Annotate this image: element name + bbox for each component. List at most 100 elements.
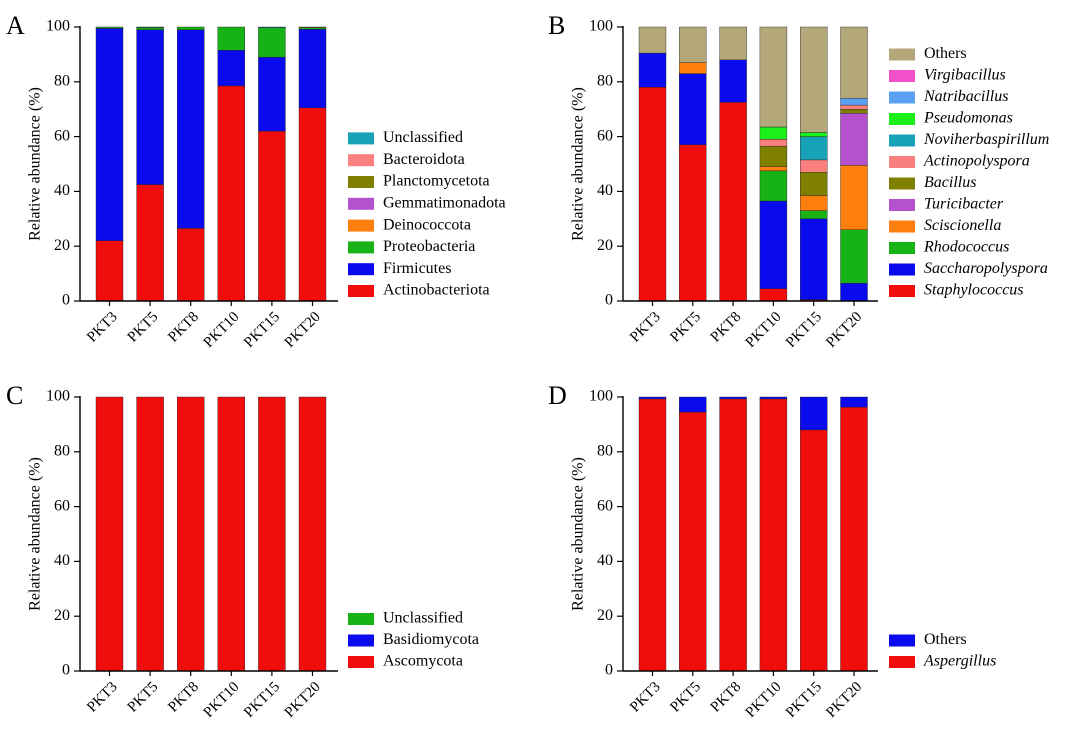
bar-segment	[679, 26, 707, 63]
bar-segment	[800, 218, 828, 300]
y-tick-label: 80	[54, 442, 70, 459]
bar-segment	[176, 396, 205, 672]
x-tick-label: PKT10	[201, 309, 243, 351]
bar-segment	[840, 165, 868, 230]
bar-segment	[840, 104, 868, 110]
y-tick-label: 60	[54, 127, 70, 144]
panel-a: A Relative abundance (%) PKT3 PKT5 PKT8PKT10…	[6, 11, 506, 351]
legend-label: Saccharopolyspora	[924, 260, 1048, 277]
legend-label: Ascomycota	[383, 653, 463, 670]
bar-segment	[136, 396, 164, 672]
legend-swatch	[889, 656, 915, 668]
bar-segment	[759, 288, 788, 302]
x-tick-label: PKT8	[165, 679, 202, 716]
y-tick-label: 60	[597, 497, 613, 514]
x-tick-label: PKT8	[708, 679, 745, 716]
legend-label: Basidiomycota	[383, 631, 479, 648]
legend-swatch	[889, 220, 915, 233]
bar-segment	[759, 139, 788, 147]
legend: Actinobacteriota Firmicutes Proteobacteria…	[348, 129, 506, 299]
bar-segment	[95, 240, 124, 302]
bar-segment	[840, 113, 868, 166]
bar-segment	[759, 26, 788, 128]
bar-segment	[759, 170, 788, 202]
bar-segment	[840, 229, 868, 284]
legend-label: Unclassified	[383, 129, 463, 146]
bar-segment	[719, 59, 747, 103]
y-tick-label: 20	[54, 607, 70, 624]
y-tick-label: 20	[597, 607, 613, 624]
y-tick-label: 0	[62, 292, 70, 309]
y-tick-label: 0	[605, 292, 613, 309]
bar-segment	[176, 26, 205, 30]
y-tick-label: 100	[46, 388, 70, 405]
legend-label: Others	[924, 45, 967, 62]
y-tick-label: 40	[597, 552, 613, 569]
legend-swatch	[348, 613, 374, 625]
panel-b: B Relative abundance (%) PKT3 PKT5 PKT8PKT10…	[548, 11, 1049, 351]
y-tick-label: 20	[597, 237, 613, 254]
bar-segment	[840, 108, 868, 114]
bar-segment	[136, 26, 164, 28]
legend-label: Deinococcota	[383, 216, 471, 233]
legend-label: Actinobacteriota	[383, 282, 490, 299]
bar-segment	[679, 411, 707, 672]
bar-segment	[136, 27, 164, 30]
x-tick-label: PKT3	[84, 679, 121, 716]
bar-segment	[95, 396, 124, 672]
bar-segment	[679, 73, 707, 146]
bar-segment	[136, 29, 164, 185]
bar-segment	[95, 26, 124, 29]
legend-label: Noviherbaspirillum	[923, 131, 1049, 148]
panel-c: C Relative abundance (%) PKT3 PKT5 PKT8PKT10…	[6, 381, 479, 721]
legend-swatch	[889, 91, 915, 104]
x-tick-label: PKT5	[125, 679, 162, 716]
legend-swatch	[889, 134, 915, 147]
y-tick-label: 100	[589, 388, 613, 405]
bar-segment	[759, 166, 788, 172]
bar-segment	[840, 406, 868, 672]
legend-swatch	[889, 113, 915, 125]
bar-segment	[719, 398, 747, 672]
bar-segment	[759, 396, 788, 400]
bar-segment	[298, 396, 327, 672]
y-tick-label: 0	[62, 662, 70, 679]
bar-segment	[679, 396, 707, 413]
legend: Aspergillus Others	[889, 631, 996, 670]
x-tick-label: PKT8	[165, 309, 202, 346]
legend-swatch	[348, 634, 374, 647]
x-tick-label: PKT15	[783, 309, 825, 351]
legend-label: Unclassified	[383, 610, 463, 627]
bar-segment	[217, 26, 246, 51]
legend-label: Gemmatimonadota	[383, 194, 506, 211]
bar-segment	[679, 144, 707, 302]
legend-swatch	[889, 285, 915, 297]
y-tick-label: 80	[597, 442, 613, 459]
x-tick-label: PKT20	[282, 679, 324, 721]
legend-label: Bacillus	[924, 174, 976, 191]
legend-label: Sciscionella	[924, 217, 1001, 234]
legend-swatch	[889, 199, 915, 211]
bar-segment	[176, 29, 205, 229]
legend-swatch	[348, 285, 374, 297]
bar-segment	[800, 132, 828, 137]
legend-swatch	[889, 634, 915, 647]
bar-segment	[298, 107, 327, 302]
bar-segment	[638, 87, 667, 302]
bar-segment	[679, 62, 707, 74]
x-tick-label: PKT5	[667, 309, 704, 346]
y-tick-label: 80	[597, 72, 613, 89]
legend-label: Planctomycetota	[383, 173, 490, 190]
bar-segment	[800, 429, 828, 672]
panel-label: C	[6, 381, 23, 410]
bar-segment	[176, 228, 205, 302]
bar-segment	[840, 26, 868, 99]
legend-label: Rhodococcus	[923, 239, 1009, 256]
bar-segment	[800, 26, 828, 133]
legend-swatch	[889, 48, 915, 61]
bar-segment	[638, 396, 667, 400]
legend-label: Others	[924, 631, 967, 648]
bar-segment	[800, 396, 828, 431]
bar-segment	[258, 26, 286, 29]
